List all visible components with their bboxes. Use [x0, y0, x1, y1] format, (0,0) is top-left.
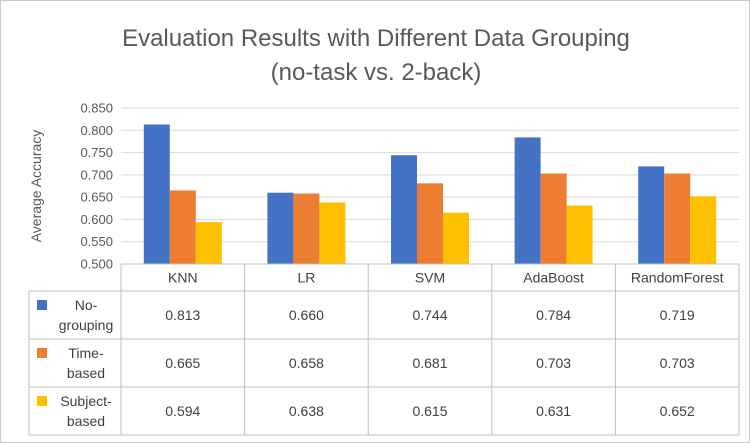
- data-table: KNN LR SVM AdaBoost RandomForest No-grouping 0…: [28, 263, 740, 436]
- category-label: SVM: [415, 270, 445, 286]
- bar-no-grouping-svm: [391, 155, 417, 264]
- data-label: 0.594: [165, 403, 200, 419]
- y-tick-label: 0.700: [80, 167, 113, 182]
- bar-subject-based-svm: [443, 212, 469, 264]
- bar-no-grouping-randomforest: [638, 166, 665, 264]
- bar-time-based-adaboost: [540, 173, 567, 264]
- legend-label: grouping: [59, 317, 114, 333]
- bar-time-based-randomforest: [664, 173, 691, 264]
- y-tick-label: 0.500: [80, 257, 113, 272]
- legend-label: based: [67, 413, 105, 429]
- y-tick-label: 0.800: [80, 123, 113, 138]
- bar-time-based-lr: [293, 193, 320, 264]
- bar-no-grouping-knn: [143, 124, 170, 265]
- data-label: 0.615: [412, 403, 447, 419]
- y-axis-label: Average Accuracy: [28, 130, 44, 243]
- data-label: 0.658: [289, 355, 324, 371]
- bar-time-based-knn: [169, 190, 196, 264]
- y-tick-label: 0.750: [80, 145, 113, 160]
- bar-time-based-svm: [417, 183, 443, 264]
- data-label: 0.784: [536, 307, 571, 323]
- category-label: AdaBoost: [523, 270, 584, 286]
- bar-no-grouping-adaboost: [514, 137, 541, 264]
- legend-label: Subject-: [60, 393, 112, 409]
- data-label: 0.703: [660, 355, 695, 371]
- bar-subject-based-adaboost: [566, 205, 593, 264]
- data-label: 0.744: [412, 307, 447, 323]
- y-axis-ticks: 0.500 0.550 0.600 0.650 0.700 0.750 0.800 0.850: [80, 101, 113, 272]
- legend-label: Time-: [68, 345, 104, 361]
- y-tick-label: 0.850: [80, 101, 113, 116]
- data-label: 0.631: [536, 403, 571, 419]
- data-label: 0.660: [289, 307, 324, 323]
- legend-label: based: [67, 365, 105, 381]
- data-label: 0.665: [165, 355, 200, 371]
- bar-no-grouping-lr: [267, 192, 294, 264]
- bar-subject-based-randomforest: [690, 196, 717, 264]
- y-tick-label: 0.650: [80, 190, 113, 205]
- y-tick-label: 0.600: [80, 212, 113, 227]
- category-label: LR: [297, 270, 315, 286]
- category-label: RandomForest: [631, 270, 724, 286]
- data-label: 0.703: [536, 355, 571, 371]
- data-label: 0.638: [289, 403, 324, 419]
- bars: [143, 124, 717, 265]
- chart-title-line-1: Evaluation Results with Different Data G…: [122, 25, 630, 52]
- data-label: 0.813: [165, 307, 200, 323]
- bar-subject-based-lr: [319, 202, 346, 264]
- legend-swatch: [37, 300, 47, 310]
- category-label: KNN: [168, 270, 198, 286]
- data-label: 0.652: [660, 403, 695, 419]
- data-label: 0.681: [412, 355, 447, 371]
- chart-title: Evaluation Results with Different Data G…: [122, 25, 630, 86]
- y-tick-label: 0.550: [80, 234, 113, 249]
- bar-subject-based-knn: [195, 222, 222, 264]
- legend-swatch: [37, 396, 47, 406]
- data-label: 0.719: [660, 307, 695, 323]
- chart-title-line-2: (no-task vs. 2-back): [271, 59, 482, 86]
- legend-swatch: [37, 348, 47, 358]
- legend-label: No-: [75, 297, 98, 313]
